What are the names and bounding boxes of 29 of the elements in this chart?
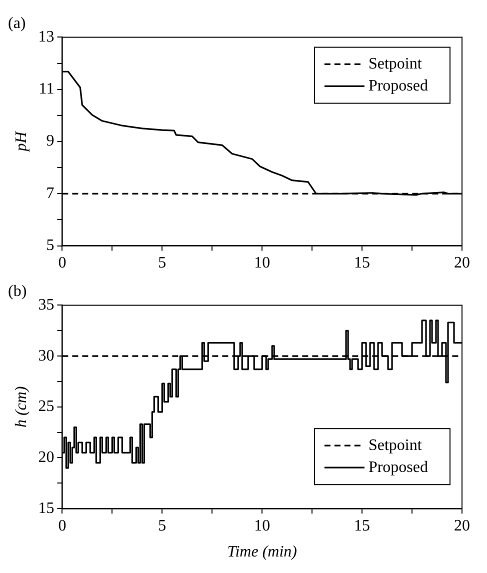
chart-title: (a) bbox=[8, 14, 26, 32]
x-tick-label: 0 bbox=[58, 254, 66, 272]
x-tick-label: 15 bbox=[354, 517, 370, 534]
y-tick-label: 9 bbox=[46, 132, 54, 150]
y-tick-label: 5 bbox=[46, 237, 54, 254]
y-axis-title: pH bbox=[12, 130, 30, 152]
chart-title: (b) bbox=[8, 282, 27, 300]
x-tick-label: 0 bbox=[58, 517, 66, 534]
x-axis-title: Time (min) bbox=[227, 544, 297, 561]
y-axis-title: h (cm) bbox=[12, 386, 30, 428]
x-tick-label: 20 bbox=[454, 254, 470, 272]
y-tick-label: 11 bbox=[38, 80, 54, 98]
x-tick-label: 5 bbox=[158, 254, 166, 272]
x-tick-label: 20 bbox=[454, 517, 470, 534]
y-tick-label: 7 bbox=[46, 184, 54, 202]
x-tick-label: 10 bbox=[254, 254, 270, 272]
legend-label: Setpoint bbox=[368, 55, 422, 72]
x-tick-label: 10 bbox=[254, 517, 270, 534]
y-tick-label: 20 bbox=[38, 448, 54, 466]
x-tick-label: 15 bbox=[354, 254, 370, 272]
y-tick-label: 15 bbox=[38, 500, 54, 517]
legend-label: Proposed bbox=[368, 458, 428, 476]
legend-label: Proposed bbox=[368, 77, 428, 94]
y-tick-label: 30 bbox=[38, 347, 54, 364]
y-tick-label: 35 bbox=[38, 296, 54, 314]
x-tick-label: 5 bbox=[158, 517, 166, 534]
y-tick-label: 13 bbox=[38, 28, 54, 46]
legend-label: Setpoint bbox=[368, 436, 422, 454]
y-tick-label: 25 bbox=[38, 398, 54, 416]
